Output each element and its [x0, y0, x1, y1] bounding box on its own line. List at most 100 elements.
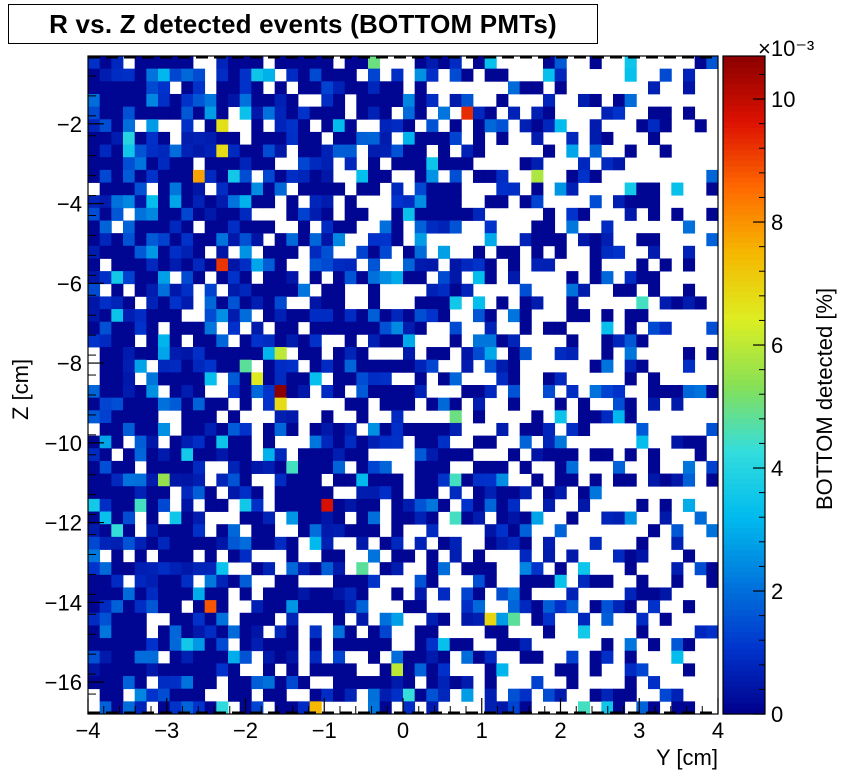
heatmap-bin [309, 511, 322, 525]
heatmap-bin [519, 422, 532, 437]
heatmap-bin [659, 612, 672, 626]
heatmap-bin [531, 106, 544, 120]
heatmap-bin [379, 688, 392, 702]
heatmap-bin [426, 56, 439, 70]
heatmap-bin [484, 562, 497, 576]
heatmap-bin [286, 207, 299, 221]
heatmap-bin [263, 182, 276, 196]
heatmap-bin [309, 271, 322, 285]
heatmap-bin [531, 182, 544, 196]
heatmap-bin [426, 650, 439, 664]
heatmap-bin [613, 334, 626, 348]
heatmap-bin [111, 524, 124, 538]
heatmap-bin [88, 549, 101, 563]
heatmap-bin [274, 498, 287, 512]
heatmap-bin [216, 347, 229, 361]
heatmap-bin [333, 511, 346, 525]
heatmap-bin [309, 182, 322, 196]
heatmap-bin [158, 81, 171, 95]
heatmap-bin [601, 359, 614, 373]
heatmap-bin [438, 309, 451, 323]
heatmap-bin [298, 182, 311, 196]
heatmap-bin [461, 68, 474, 82]
heatmap-bin [624, 600, 637, 614]
color-bar-segment [723, 127, 765, 134]
heatmap-bin [309, 359, 322, 373]
heatmap-bin [589, 359, 602, 373]
heatmap-bin [158, 549, 171, 563]
heatmap-bin [111, 486, 124, 500]
heatmap-bin [239, 283, 252, 297]
heatmap-bin [671, 473, 684, 487]
heatmap-bin [251, 195, 264, 209]
heatmap-bin [508, 245, 521, 259]
heatmap-bin [239, 473, 252, 487]
color-bar-segment [723, 149, 765, 156]
heatmap-bin [356, 245, 369, 259]
heatmap-bin [589, 195, 602, 209]
heatmap-bin [589, 56, 602, 70]
heatmap-bin [414, 106, 427, 120]
heatmap-bin [99, 435, 112, 449]
heatmap-bin [263, 460, 276, 474]
heatmap-bin [601, 448, 614, 462]
heatmap-bin [321, 587, 334, 601]
heatmap-bin [414, 195, 427, 209]
heatmap-bin [543, 93, 556, 108]
heatmap-bin [286, 676, 299, 690]
heatmap-bin [239, 359, 252, 373]
heatmap-bin [123, 68, 136, 82]
heatmap-bin [263, 195, 276, 209]
heatmap-bin [216, 258, 229, 272]
heatmap-bin [333, 385, 346, 399]
heatmap-bin [274, 625, 287, 639]
heatmap-bin [461, 283, 474, 297]
heatmap-bin [251, 106, 264, 120]
heatmap-bin [659, 296, 672, 310]
heatmap-bin [204, 207, 217, 221]
heatmap-bin [88, 169, 101, 183]
heatmap-bin [601, 650, 614, 664]
heatmap-bin [566, 663, 579, 677]
heatmap-bin [508, 638, 521, 652]
heatmap-bin [426, 220, 439, 234]
heatmap-bin [508, 106, 521, 120]
heatmap-bin [706, 233, 719, 247]
color-bar-segment [723, 478, 765, 485]
heatmap-bin [636, 334, 649, 348]
color-bar-segment [723, 522, 765, 529]
heatmap-bin [134, 663, 147, 677]
heatmap-bin [519, 435, 532, 449]
heatmap-bin [204, 650, 217, 664]
heatmap-bin [169, 334, 182, 348]
heatmap-bin [403, 106, 416, 120]
heatmap-bin [216, 207, 229, 221]
heatmap-bin [274, 600, 287, 614]
heatmap-bin [379, 81, 392, 95]
color-bar-segment [723, 165, 765, 172]
heatmap-bin [484, 650, 497, 664]
heatmap-bin [473, 347, 486, 361]
heatmap-bin [309, 56, 322, 70]
color-bar-segment [723, 703, 765, 710]
color-bar-segment [723, 456, 765, 463]
heatmap-bin [134, 245, 147, 259]
heatmap-bin [496, 625, 509, 639]
heatmap-bin [438, 650, 451, 664]
heatmap-bin [543, 68, 556, 82]
heatmap-bin [239, 220, 252, 234]
heatmap-bin [181, 422, 194, 437]
heatmap-bin [554, 688, 567, 702]
heatmap-bin [566, 334, 579, 348]
heatmap-bin [321, 68, 334, 82]
heatmap-bin [554, 410, 567, 424]
heatmap-bin [414, 271, 427, 285]
heatmap-bin [298, 385, 311, 399]
heatmap-bin [391, 688, 404, 702]
heatmap-bin [438, 296, 451, 310]
heatmap-bin [111, 347, 124, 361]
heatmap-bin [624, 207, 637, 221]
heatmap-bin [368, 524, 381, 538]
heatmap-bin [146, 486, 159, 500]
heatmap-bin [391, 587, 404, 601]
